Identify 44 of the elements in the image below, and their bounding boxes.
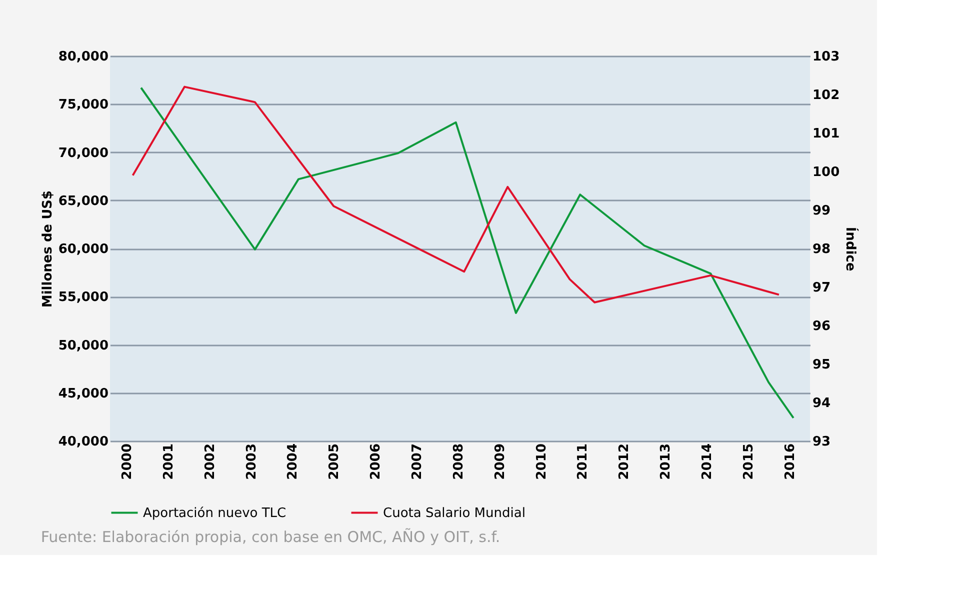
y-axis-title: Millones de US$ xyxy=(40,190,56,308)
x-tick-label: 2008 xyxy=(451,444,466,480)
x-tick-label: 2016 xyxy=(782,444,798,480)
y-tick-label: 75,000 xyxy=(58,98,108,113)
y2-tick-label: 97 xyxy=(812,280,831,296)
x-tick-label: 2009 xyxy=(492,444,508,480)
y2-axis-title: Índice xyxy=(842,226,860,272)
source-note: Fuente: Elaboración propia, con base en OMC, AÑO y OIT, s.f. xyxy=(40,528,500,546)
y-tick-label: 50,000 xyxy=(58,338,108,354)
y-tick-label: 80,000 xyxy=(58,50,108,64)
y2-tick-label: 98 xyxy=(812,242,831,257)
y-tick-label: 60,000 xyxy=(58,242,108,257)
line-series xyxy=(132,86,780,304)
y-tick-label: 65,000 xyxy=(58,194,108,209)
y-tick-label: 40,000 xyxy=(58,434,108,450)
y2-tick-label: 103 xyxy=(812,50,840,64)
x-tick-label: 2013 xyxy=(658,444,674,480)
y2-tick-label: 99 xyxy=(812,204,831,218)
x-tick-label: 2002 xyxy=(202,444,218,480)
legend-label: Cuota Salario Mundial xyxy=(383,506,526,521)
line-series xyxy=(140,86,794,419)
x-tick-label: 2000 xyxy=(120,444,136,480)
x-tick-label: 2006 xyxy=(368,444,384,480)
x-tick-label: 2005 xyxy=(327,444,342,480)
x-tick-label: 2010 xyxy=(534,444,550,480)
x-tick-label: 2011 xyxy=(576,444,591,480)
y2-tick-label: 96 xyxy=(812,319,831,334)
x-tick-label: 2004 xyxy=(286,444,301,480)
y2-tick-label: 93 xyxy=(812,434,831,450)
y2-tick-label: 101 xyxy=(812,126,840,142)
y2-tick-label: 95 xyxy=(812,358,831,372)
y2-tick-label: 94 xyxy=(812,396,831,411)
y-tick-label: 70,000 xyxy=(58,146,108,161)
x-tick-label: 2003 xyxy=(244,444,260,480)
y2-tick-label: 102 xyxy=(812,88,840,103)
y-tick-label: 45,000 xyxy=(58,386,108,402)
x-tick-label: 2001 xyxy=(161,444,176,480)
x-tick-label: 2007 xyxy=(410,444,426,480)
x-tick-label: 2012 xyxy=(617,444,632,480)
y2-tick-label: 100 xyxy=(812,165,840,180)
y-tick-label: 55,000 xyxy=(58,290,108,306)
x-tick-label: 2014 xyxy=(700,444,715,480)
legend-label: Aportación nuevo TLC xyxy=(143,506,286,521)
x-tick-label: 2015 xyxy=(741,444,756,480)
